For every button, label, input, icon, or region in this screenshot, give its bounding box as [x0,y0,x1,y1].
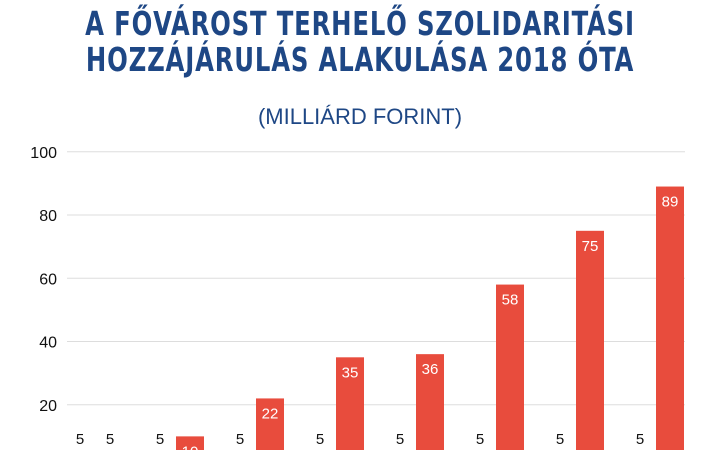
data-label: 36 [422,361,439,378]
bar [656,186,684,450]
y-tick-label: 80 [39,208,57,225]
data-label: 5 [106,431,114,448]
y-tick-label: 60 [39,271,57,288]
bar [416,354,444,450]
y-tick-label: 100 [30,145,57,162]
bar [256,398,284,450]
data-label: 22 [262,405,279,422]
bar [576,230,604,450]
y-tick-label: 40 [39,335,57,352]
chart-title: A FŐVÁROST TERHELŐ SZOLIDARITÁSI HOZZÁJÁ… [65,6,655,78]
chart-subtitle: (MILLIÁRD FORINT) [257,104,463,129]
data-label: 5 [476,431,484,448]
title-line-2: HOZZÁJÁRULÁS ALAKULÁSA 2018 ÓTA [85,40,635,79]
data-label: 5 [636,431,644,448]
data-label: 5 [236,431,244,448]
data-label: 89 [662,194,679,211]
data-label: 5 [556,431,564,448]
data-label: 5 [76,431,84,448]
data-label: 5 [156,431,164,448]
y-tick-label: 20 [39,398,57,415]
data-label: 10 [182,443,199,450]
data-label: 5 [316,431,324,448]
data-label: 58 [502,292,519,309]
data-label: 5 [396,431,404,448]
bar [176,436,204,450]
data-label: 35 [342,364,359,381]
title-line-1: A FŐVÁROST TERHELŐ SZOLIDARITÁSI [85,4,635,43]
bar [336,357,364,450]
data-label: 75 [582,238,599,255]
bar [496,284,524,450]
